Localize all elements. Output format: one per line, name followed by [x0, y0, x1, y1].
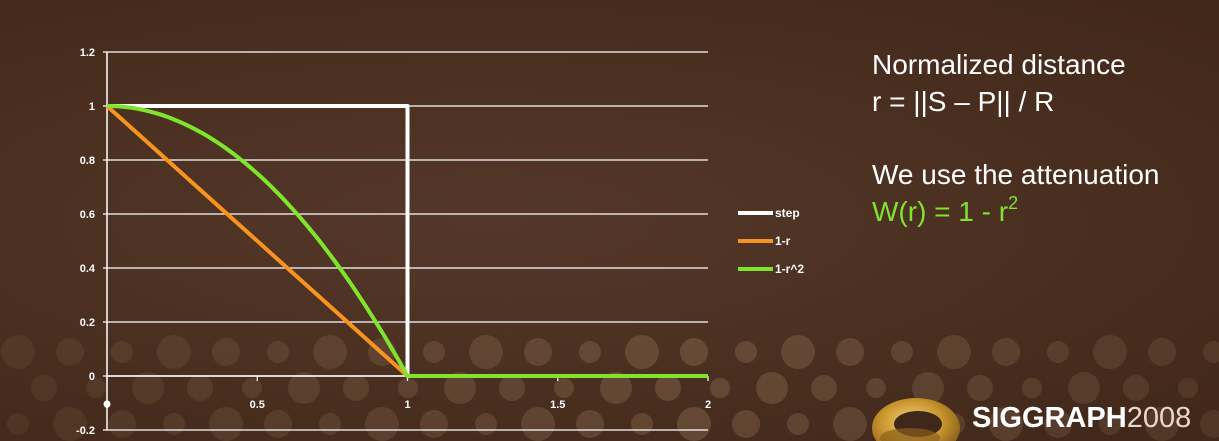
series-line-1-r-2 [106, 104, 708, 378]
background-dot [781, 335, 815, 369]
background-dot [1123, 375, 1149, 401]
background-dot [989, 407, 1023, 441]
background-dot [343, 375, 369, 401]
siggraph-wordmark: SIGGRAPH2008 [972, 402, 1191, 435]
background-dot [891, 341, 913, 363]
background-dot [267, 341, 289, 363]
normalized-distance-heading: Normalized distance [872, 49, 1126, 80]
y-tick-label: 0.8 [80, 155, 95, 167]
background-dot [111, 341, 133, 363]
background-dot [710, 378, 730, 398]
background-dot [365, 407, 399, 441]
background-dot [212, 338, 240, 366]
y-tick-label: 0 [89, 371, 95, 383]
background-dot [1200, 410, 1219, 438]
background-dot [469, 335, 503, 369]
chart-series-lines [105, 104, 708, 378]
y-tick-label: -0.2 [76, 425, 95, 437]
background-dot [732, 410, 760, 438]
background-dot [187, 375, 213, 401]
background-dot [937, 335, 971, 369]
background-dot [1068, 372, 1100, 404]
x-tick-label: 0.5 [250, 399, 265, 411]
background-dot [655, 375, 681, 401]
background-dot [1093, 335, 1127, 369]
siggraph-logo-mark-icon [872, 398, 960, 441]
background-dot [56, 338, 84, 366]
background-dot [677, 407, 711, 441]
background-dot [264, 410, 292, 438]
background-dot [423, 341, 445, 363]
background-dot [108, 410, 136, 438]
background-dot [811, 375, 837, 401]
background-dot [499, 375, 525, 401]
background-dot [1044, 410, 1072, 438]
distance-formula: r = ||S – P|| / R [872, 86, 1055, 117]
background-dot [836, 338, 864, 366]
background-dot [288, 372, 320, 404]
x-tick-label: 2 [705, 399, 711, 411]
legend-label-1-r: 1-r [775, 234, 791, 248]
legend-label-step: step [775, 206, 800, 220]
siggraph-logo: SIGGRAPH2008 [866, 380, 1219, 441]
background-dot [756, 372, 788, 404]
attenuation-chart: -0.200.20.40.60.811.200.511.52 step1-r1-… [76, 47, 804, 437]
background-dot [787, 413, 809, 435]
background-dot [86, 378, 106, 398]
background-dot [132, 372, 164, 404]
background-dot [866, 378, 886, 398]
background-dot [1148, 338, 1176, 366]
background-dot [554, 378, 574, 398]
y-tick-label: 1 [89, 101, 95, 113]
explanation-text: Normalized distance r = ||S – P|| / R We… [872, 46, 1159, 230]
attenuation-formula: W(r) = 1 - r2 [872, 193, 1159, 230]
background-dot [521, 407, 555, 441]
y-tick-label: 1.2 [80, 47, 95, 59]
origin-marker [103, 400, 111, 408]
y-tick-label: 0.2 [80, 317, 95, 329]
background-dot [31, 375, 57, 401]
background-dot [444, 372, 476, 404]
background-dot [967, 375, 993, 401]
background-dot [576, 410, 604, 438]
background-dot [912, 372, 944, 404]
background-dot [7, 413, 29, 435]
background-dot [735, 341, 757, 363]
background-dot [1099, 413, 1121, 435]
background-dot [242, 378, 262, 398]
chart-legend: step 1-r 1-r^2 [738, 206, 804, 276]
attenuation-formula-exponent: 2 [1008, 193, 1019, 213]
legend-label-1-r-2: 1-r^2 [775, 262, 804, 276]
background-dot [157, 335, 191, 369]
background-dot [600, 372, 632, 404]
background-dot [833, 407, 867, 441]
background-dot [524, 338, 552, 366]
background-dot [313, 335, 347, 369]
background-dot [209, 407, 243, 441]
y-tick-label: 0.6 [80, 209, 95, 221]
y-tick-label: 0.4 [80, 263, 96, 275]
background-dot [1047, 341, 1069, 363]
background-dot [1178, 378, 1198, 398]
background-dot [625, 335, 659, 369]
background-dot [680, 338, 708, 366]
siggraph-year-text: 2008 [1126, 402, 1192, 434]
background-dot [420, 410, 448, 438]
background-dot [398, 378, 418, 398]
background-dot [1022, 378, 1042, 398]
background-dot [992, 338, 1020, 366]
background-dot [1, 335, 35, 369]
attenuation-heading: We use the attenuation [872, 159, 1160, 190]
background-dot [579, 341, 601, 363]
background-dot [53, 407, 87, 441]
chart-tick-labels: -0.200.20.40.60.811.200.511.52 [76, 47, 711, 437]
x-tick-label: 1.5 [550, 399, 565, 411]
attenuation-formula-base: W(r) = 1 - r [872, 196, 1009, 227]
background-dot [1203, 341, 1219, 363]
series-line-step [107, 104, 708, 378]
siggraph-brand-text: SIGGRAPH [972, 402, 1127, 434]
x-tick-label: 1 [404, 399, 410, 411]
background-dot [1145, 407, 1179, 441]
